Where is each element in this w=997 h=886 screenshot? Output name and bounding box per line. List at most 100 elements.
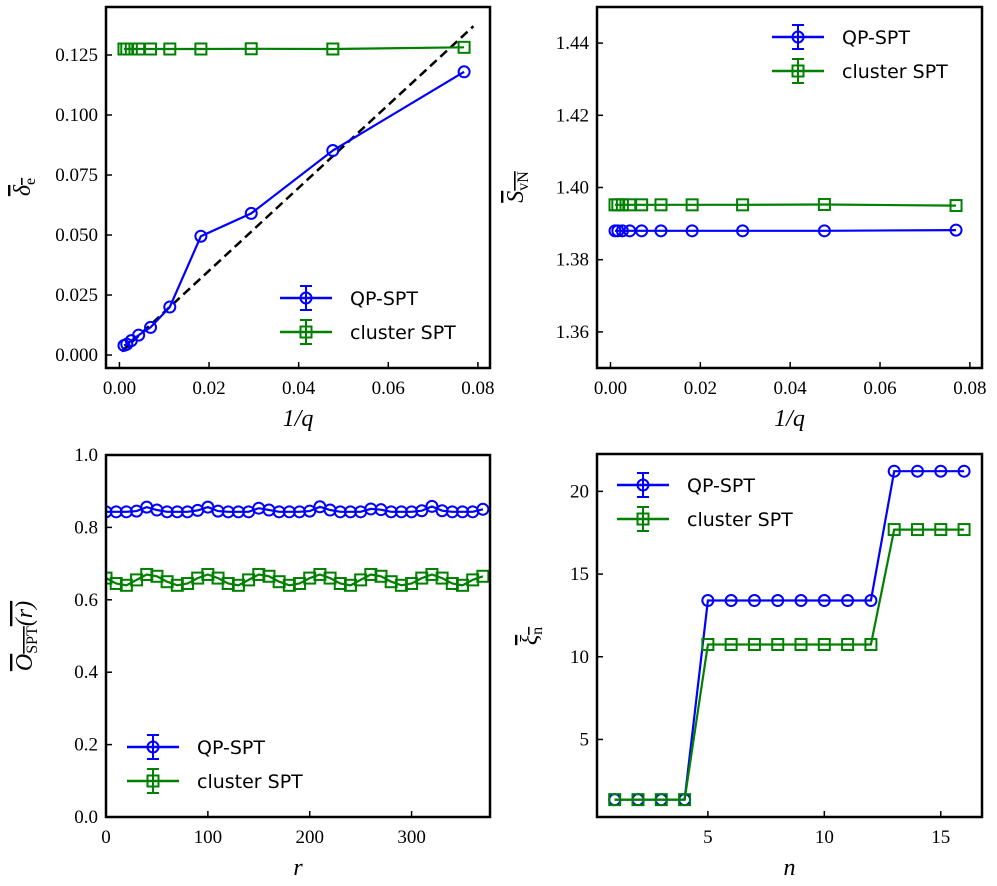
- y-tick-label: 0.0: [74, 807, 98, 828]
- series-cluster-spt: [608, 523, 971, 807]
- y-tick-label: 10: [570, 647, 589, 668]
- data-point: [887, 523, 901, 537]
- data-point: [476, 502, 490, 516]
- data-point: [457, 65, 471, 79]
- axes-frame: [595, 5, 984, 370]
- y-tick-label: 1.36: [556, 322, 589, 343]
- legend-circle-marker-icon: [146, 740, 160, 754]
- legend-entry: cluster SPT: [127, 768, 303, 794]
- x-tick-label: 200: [295, 827, 324, 848]
- x-axis-label: 1/q: [774, 406, 805, 432]
- legend-label: cluster SPT: [842, 61, 948, 83]
- legend: QP-SPT cluster SPT: [617, 472, 793, 532]
- x-tick-label: 0.06: [863, 378, 896, 399]
- x-tick-label: 15: [931, 827, 950, 848]
- data-point: [724, 638, 738, 652]
- legend-square-marker-icon: [791, 64, 805, 78]
- legend-label: cluster SPT: [197, 771, 303, 793]
- data-point: [194, 229, 208, 243]
- data-point: [635, 198, 649, 212]
- legend-entry: cluster SPT: [280, 319, 456, 345]
- data-point: [747, 638, 761, 652]
- x-tick-label: 5: [703, 827, 713, 848]
- legend-circle-marker-icon: [299, 291, 313, 305]
- data-point: [457, 40, 471, 54]
- x-axis-label: n: [784, 855, 796, 881]
- data-point: [144, 42, 158, 56]
- data-point: [163, 42, 177, 56]
- data-point: [934, 523, 948, 537]
- y-axis-label-base: ξ: [517, 634, 543, 645]
- y-axis-label-base: δ: [10, 184, 36, 196]
- legend-label: QP-SPT: [687, 475, 755, 497]
- y-tick-label: 1.38: [556, 250, 589, 271]
- legend-circle-marker-icon: [636, 478, 650, 492]
- y-tick-label: 0.100: [55, 105, 98, 126]
- data-point: [841, 594, 855, 608]
- x-axis-label: r: [293, 855, 303, 881]
- y-axis-label: ξn: [517, 627, 546, 645]
- x-tick-label: 0.00: [594, 378, 627, 399]
- y-axis-label-base: O: [12, 654, 38, 671]
- spt-order-panel: 0 100 200 300 0.0 0.2 0.4 0.6 0.8 1.0 r OSPT(r) QP-S…: [12, 445, 492, 881]
- data-point: [244, 206, 258, 220]
- data-point: [841, 638, 855, 652]
- data-point: [701, 638, 715, 652]
- legend-label: cluster SPT: [687, 509, 793, 531]
- legend: QP-SPT cluster SPT: [280, 285, 456, 345]
- legend-circle-marker-icon: [791, 30, 805, 44]
- y-axis-label-subscript: SPT: [24, 626, 41, 654]
- data-point: [654, 224, 668, 238]
- legend-entry: cluster SPT: [617, 506, 793, 532]
- data-point: [817, 197, 831, 211]
- data-point: [794, 638, 808, 652]
- data-point: [608, 793, 622, 807]
- delta-e-panel: 0.00 0.02 0.04 0.06 0.08 0.000 0.025 0.050 0.075…: [10, 5, 495, 432]
- data-point: [615, 198, 629, 212]
- legend-entry: cluster SPT: [772, 58, 948, 84]
- data-point: [701, 594, 715, 608]
- data-point: [934, 464, 948, 478]
- data-point: [864, 594, 878, 608]
- y-axis-label-subscript: e: [22, 178, 39, 185]
- data-point: [194, 42, 208, 56]
- y-tick-label: 1.40: [556, 178, 589, 199]
- y-axis-label-suffix: (r): [12, 601, 38, 626]
- x-tick-label: 0.02: [192, 378, 225, 399]
- axes-frame: [595, 452, 984, 819]
- data-point: [747, 594, 761, 608]
- data-point: [771, 638, 785, 652]
- y-tick-label: 0.125: [55, 45, 98, 66]
- legend-square-marker-icon: [636, 512, 650, 526]
- data-point: [654, 793, 668, 807]
- data-point: [244, 42, 258, 56]
- data-point: [654, 198, 668, 212]
- legend-entry: QP-SPT: [617, 472, 755, 498]
- legend: QP-SPT cluster SPT: [772, 24, 948, 84]
- series-cluster-spt: [117, 40, 471, 56]
- y-tick-label: 15: [570, 564, 589, 585]
- y-tick-label: 0.4: [74, 662, 98, 683]
- y-tick-label: 1.0: [74, 445, 98, 466]
- y-tick-label: 0.8: [74, 517, 98, 538]
- x-tick-label: 0.02: [684, 378, 717, 399]
- x-tick-label: 0: [101, 827, 111, 848]
- y-tick-label: 5: [580, 729, 590, 750]
- y-tick-label: 0.2: [74, 735, 98, 756]
- data-point: [163, 300, 177, 314]
- y-tick-label: 0.025: [55, 285, 98, 306]
- data-point: [724, 594, 738, 608]
- y-tick-label: 20: [570, 481, 589, 502]
- legend-label: QP-SPT: [842, 27, 910, 49]
- data-point: [685, 198, 699, 212]
- y-tick-label: 0.000: [55, 345, 98, 366]
- x-tick-label: 0.06: [372, 378, 405, 399]
- x-tick-label: 0.04: [282, 378, 316, 399]
- data-point: [887, 464, 901, 478]
- data-point: [635, 224, 649, 238]
- series-qp-spt: [106, 499, 490, 519]
- legend-label: QP-SPT: [350, 288, 418, 310]
